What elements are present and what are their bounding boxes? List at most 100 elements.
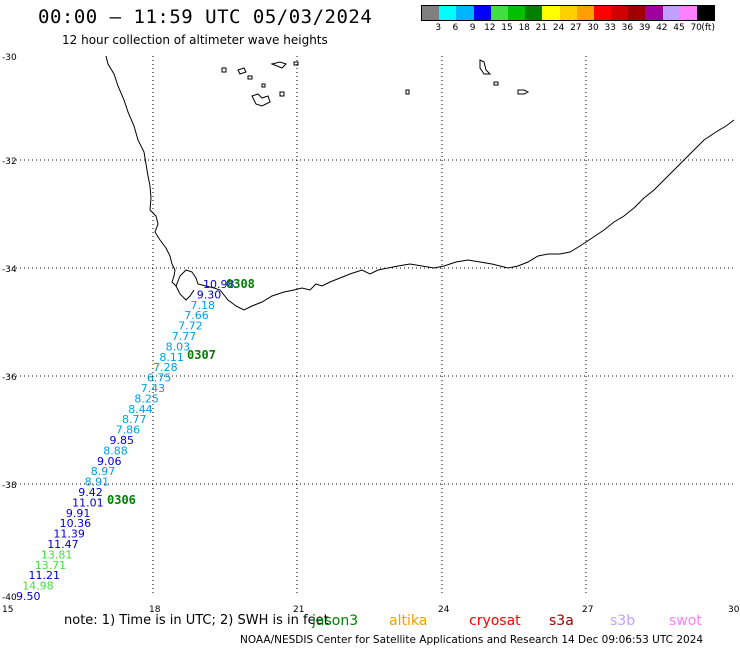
island-2 — [237, 67, 247, 75]
track-time-label: 0306 — [107, 493, 136, 507]
island-3 — [247, 75, 253, 80]
legend-swatch — [679, 6, 697, 20]
wave-height-value: 7.18 — [191, 299, 216, 312]
legend-labels: 3 6 9 12 15 18 21 24 27 30 33 36 39 42 45 70 (ft) — [421, 21, 715, 35]
track-time-labels: 0308 0307 0306 — [107, 277, 255, 507]
wave-height-value: 7.86 — [116, 424, 141, 437]
x-tick-label: 18 — [149, 605, 161, 615]
legend-label: 9 — [469, 23, 476, 33]
legend-swatch — [628, 6, 646, 20]
y-tick-label: -36 — [2, 373, 17, 383]
legend-label: 18 — [518, 23, 530, 33]
map-title: 00:00 – 11:59 UTC 05/03/2024 — [38, 6, 373, 28]
legend-swatch — [422, 6, 440, 20]
track-time-label: 0308 — [226, 277, 255, 291]
wave-height-value: 11.01 — [72, 496, 104, 509]
legend-swatch — [645, 6, 663, 20]
legend-swatch — [507, 6, 526, 20]
x-tick-label: 21 — [293, 605, 304, 615]
legend-label: 45 — [673, 23, 685, 33]
legend-swatch — [490, 6, 508, 20]
legend-swatch — [525, 6, 543, 20]
wave-height-value: 14.98 — [22, 580, 54, 593]
wave-height-value: 7.72 — [178, 320, 203, 333]
map-note: note: 1) Time is in UTC; 2) SWH is in fe… — [64, 613, 329, 628]
legend-swatch — [576, 6, 594, 20]
island-4 — [251, 93, 271, 107]
legend-label: 39 — [638, 23, 651, 33]
wave-height-value: 9.91 — [66, 507, 91, 520]
legend-label: 12 — [484, 23, 496, 33]
legend-swatch — [473, 6, 491, 20]
wave-height-value: 11.39 — [53, 528, 85, 541]
island-7 — [279, 91, 285, 97]
legend-swatch — [611, 6, 629, 20]
island-11 — [493, 81, 499, 86]
wave-height-value: 8.25 — [134, 392, 159, 405]
legend-label: 42 — [656, 23, 668, 33]
legend-label: 21 — [535, 23, 548, 33]
satellite-name: swot — [669, 613, 702, 629]
island-5 — [261, 83, 266, 88]
legend-label: 3 — [435, 23, 442, 33]
island-10 — [405, 89, 410, 95]
legend-unit: (ft) — [701, 23, 715, 33]
track-time-label: 0307 — [187, 348, 216, 362]
legend-label: 70 — [690, 23, 702, 33]
wave-height-value: 11.47 — [47, 538, 78, 551]
wave-height-value: 8.77 — [122, 413, 147, 426]
y-tick-label: -34 — [2, 265, 17, 275]
island-8 — [293, 61, 299, 66]
y-tick-label: -40 — [2, 593, 17, 603]
legend-color-bar — [421, 5, 716, 21]
grid-lines — [8, 56, 736, 596]
axis-tick-labels: 15 18 21 24 27 30 -30 -32 -34 -36 -38 -40 — [2, 53, 740, 615]
wave-height-value: 13.81 — [41, 548, 73, 561]
wave-height-value: 9.85 — [110, 434, 135, 447]
coastline — [105, 55, 735, 311]
legend-swatch — [542, 6, 560, 20]
cape-peninsula-inlet — [175, 285, 195, 301]
wave-height-value: 8.88 — [103, 444, 128, 457]
wave-height-value: 9.06 — [97, 455, 122, 468]
legend-label: 36 — [621, 23, 634, 33]
wave-height-legend: 3 6 9 12 15 18 21 24 27 30 33 36 39 42 45 70 (ft) — [421, 5, 716, 35]
credit-footer: NOAA/NESDIS Center for Satellite Applica… — [240, 634, 704, 646]
wave-height-value: 10.98 — [203, 278, 235, 291]
legend-swatch — [456, 6, 474, 20]
wave-height-value: 9.30 — [197, 288, 222, 301]
island-1 — [221, 67, 227, 73]
satellite-name: s3a — [549, 613, 574, 629]
map-subtitle: 12 hour collection of altimeter wave hei… — [62, 33, 328, 47]
legend-swatch — [697, 6, 715, 20]
legend-swatch — [439, 6, 457, 20]
wave-height-value: 10.36 — [60, 517, 92, 530]
satellite-name: s3b — [610, 613, 636, 629]
wave-height-value: 11.21 — [29, 569, 61, 582]
legend-label: 15 — [501, 23, 513, 33]
legend-label: 30 — [587, 23, 599, 33]
wave-height-value: 8.11 — [159, 351, 184, 364]
x-tick-label: 30 — [728, 605, 740, 615]
wave-height-value: 7.43 — [141, 382, 166, 395]
wave-height-value: 8.44 — [128, 403, 153, 416]
x-tick-label: 24 — [438, 605, 450, 615]
legend-label: 33 — [604, 23, 616, 33]
y-tick-label: -38 — [2, 481, 17, 491]
satellite-name: jason3 — [312, 613, 359, 629]
legend-swatch — [662, 6, 680, 20]
wave-height-value: 8.97 — [91, 465, 116, 478]
satellite-name: cryosat — [469, 613, 521, 629]
altimeter-track: 10.989.307.187.667.727.778.038.117.286.7… — [16, 278, 235, 603]
y-tick-label: -32 — [2, 157, 17, 167]
wave-height-value: 9.42 — [78, 486, 103, 499]
africa-coastline — [105, 55, 735, 311]
wave-height-value: 8.03 — [166, 340, 191, 353]
wave-height-value: 7.77 — [172, 330, 197, 343]
wave-height-value: 7.66 — [184, 309, 209, 322]
island-9 — [479, 59, 492, 75]
y-tick-label: -30 — [2, 53, 17, 63]
x-tick-label: 15 — [2, 605, 13, 615]
legend-label: 24 — [552, 23, 565, 33]
